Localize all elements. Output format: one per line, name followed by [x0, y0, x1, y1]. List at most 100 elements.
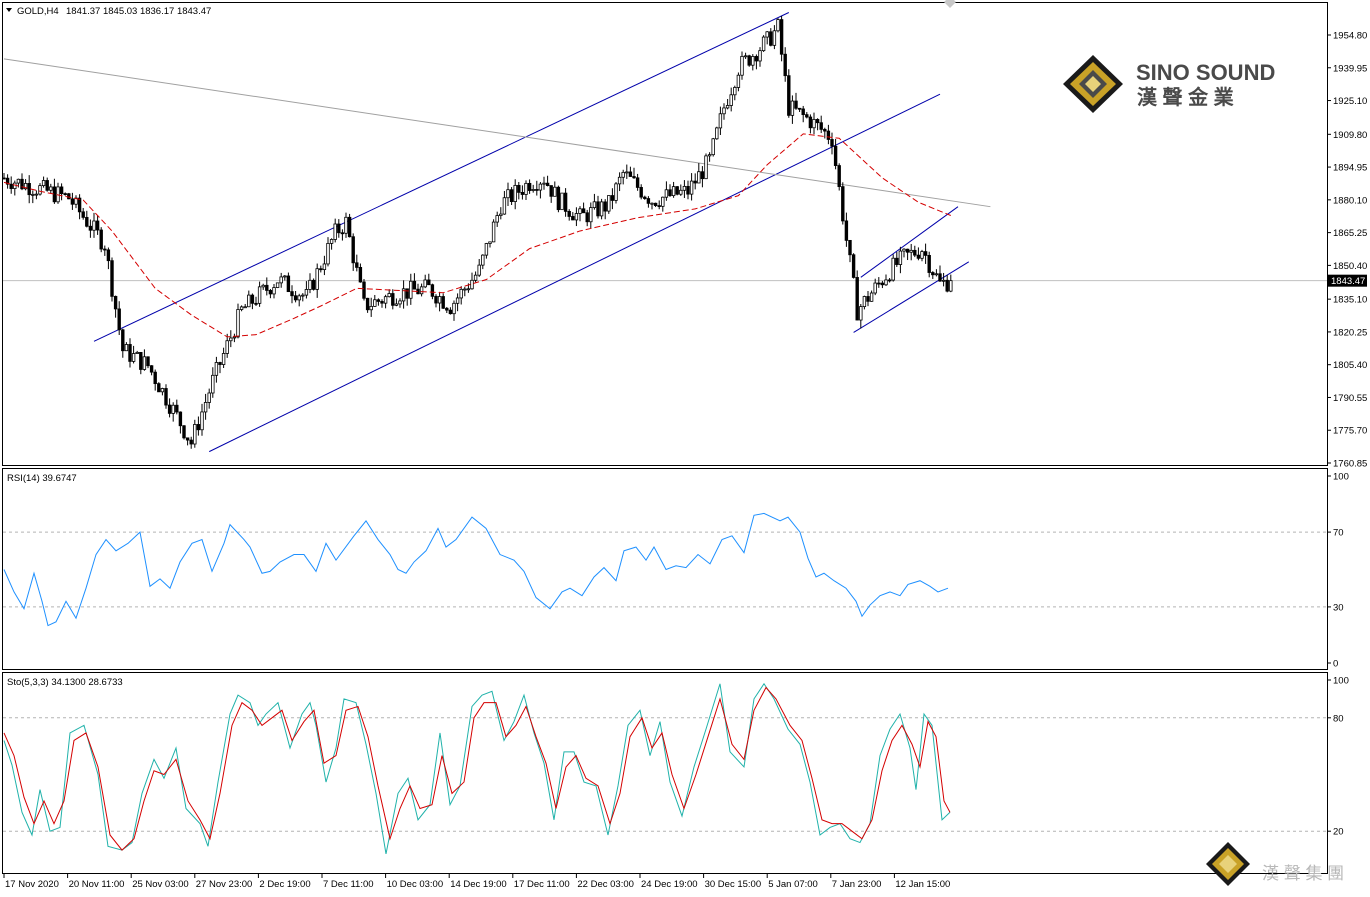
candle-body: [880, 282, 885, 286]
candle-body: [693, 180, 697, 184]
channel-upper-trendline[interactable]: [93, 12, 790, 342]
candle-body: [211, 374, 215, 394]
price-pane[interactable]: [2, 2, 1328, 466]
candle-body: [452, 302, 456, 315]
long-downtrend-trendline[interactable]: [3, 58, 991, 208]
candle-body: [257, 286, 262, 304]
candle-body: [578, 208, 582, 214]
candle-body: [524, 182, 528, 195]
small-channel-lower-trendline[interactable]: [853, 261, 970, 333]
channel-lower-trendline[interactable]: [208, 93, 941, 453]
candle-body: [329, 239, 334, 244]
shift-marker-icon[interactable]: [944, 0, 956, 8]
candle-body: [153, 371, 157, 385]
time-axis-label: 22 Dec 03:00: [577, 879, 634, 890]
candle-body: [657, 205, 661, 208]
candle-body: [722, 107, 726, 115]
candle-body: [769, 31, 773, 46]
candle-body: [949, 280, 953, 292]
candle-body: [31, 193, 35, 196]
candle-body: [718, 113, 723, 129]
candle-body: [423, 279, 427, 288]
candle-body: [531, 189, 535, 191]
candle-body: [625, 171, 629, 174]
candle-body: [283, 275, 287, 278]
candle-body: [643, 196, 647, 199]
candle-body: [491, 221, 496, 243]
candle-body: [589, 207, 593, 223]
candle-body: [758, 50, 762, 62]
candle-body: [635, 177, 640, 188]
candle-body: [427, 279, 431, 286]
candle-body: [711, 138, 715, 156]
candle-body: [877, 282, 881, 285]
candle-body: [495, 215, 499, 223]
price-axis-label: 1925.10: [1333, 96, 1367, 107]
price-axis-label: 1850.40: [1333, 261, 1367, 272]
rsi-pane[interactable]: [2, 468, 1328, 670]
time-axis-label: 2 Dec 19:00: [259, 879, 310, 890]
price-axis-label: 1939.95: [1333, 63, 1367, 74]
candle-body: [247, 294, 251, 308]
candle-body: [178, 411, 183, 427]
candle-body: [459, 288, 463, 299]
candle-body: [826, 130, 831, 140]
candle-body: [815, 119, 820, 124]
rsi-axis-label: 30: [1333, 602, 1344, 613]
candle-body: [362, 281, 366, 299]
candle-body: [617, 176, 622, 185]
candle-body: [704, 155, 708, 180]
candle-body: [895, 257, 899, 265]
candle-body: [567, 210, 571, 217]
candle-body: [243, 306, 247, 309]
stochastic-pane[interactable]: [2, 672, 1328, 874]
candle-body: [934, 273, 939, 276]
candle-body: [293, 295, 298, 301]
candle-body: [110, 260, 114, 297]
dropdown-triangle-icon[interactable]: [6, 8, 12, 12]
candle-body: [686, 185, 690, 195]
price-axis-label: 1760.85: [1333, 459, 1367, 470]
candle-body: [351, 236, 355, 264]
candle-body: [229, 337, 233, 342]
candle-body: [239, 306, 244, 310]
candle-body: [448, 309, 453, 315]
candle-body: [729, 94, 733, 106]
time-axis-label: 17 Dec 11:00: [514, 879, 570, 890]
current-price-label: 1843.47: [1331, 276, 1365, 287]
stochastic-axis-label: 80: [1333, 713, 1344, 724]
candle-body: [34, 193, 39, 196]
candle-body: [9, 183, 13, 189]
candle-body: [783, 53, 787, 77]
candle-body: [67, 193, 71, 200]
candle-body: [898, 250, 903, 265]
candle-body: [563, 192, 568, 212]
candle-body: [387, 293, 391, 298]
price-axis-label: 1894.95: [1333, 163, 1367, 174]
candle-body: [254, 302, 258, 305]
candle-body: [380, 301, 384, 304]
candle-body: [16, 178, 21, 184]
candle-body: [412, 280, 417, 290]
candle-body: [833, 145, 838, 166]
candle-body: [779, 19, 784, 55]
candle-body: [614, 183, 618, 201]
candle-body: [146, 356, 150, 367]
candle-body: [250, 294, 255, 304]
candle-body: [794, 100, 798, 109]
candle-body: [268, 290, 273, 295]
candle-body: [869, 292, 874, 302]
candle-body: [571, 216, 575, 221]
candle-body: [517, 184, 521, 193]
candle-body: [221, 353, 226, 365]
candle-body: [632, 176, 636, 179]
candle-body: [499, 213, 503, 216]
candle-body: [13, 182, 17, 189]
candle-body: [545, 182, 550, 186]
candle-body: [743, 55, 748, 58]
small-channel-upper-trendline[interactable]: [860, 206, 959, 278]
candle-body: [455, 297, 460, 304]
candle-body: [272, 287, 276, 295]
candle-body: [124, 344, 129, 352]
